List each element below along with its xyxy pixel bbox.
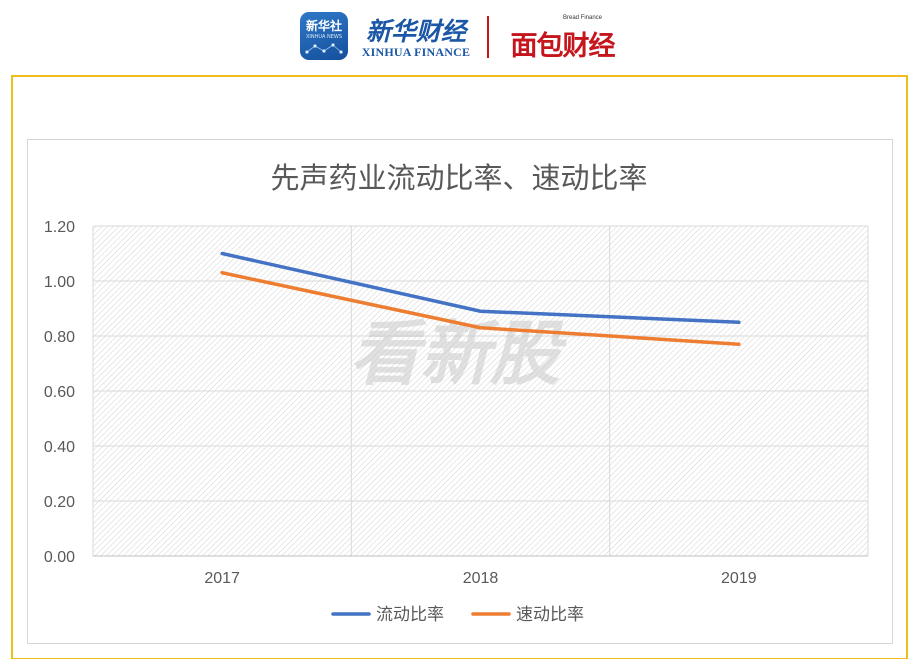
legend-label: 速动比率: [516, 605, 584, 625]
y-tick-label: 0.60: [44, 384, 75, 401]
gridlines: [92, 225, 869, 557]
legend: 流动比率 速动比率: [331, 605, 584, 625]
y-tick-label: 0.40: [44, 439, 75, 456]
network-dots-icon: [305, 43, 343, 54]
x-tick-label: 2017: [204, 570, 240, 587]
bread-finance-en: Bread Finance: [563, 15, 603, 21]
xinhua-app-subtitle: XINHUA NEWS: [305, 34, 343, 40]
y-tick-label: 1.20: [44, 219, 75, 236]
bread-finance-cn: 面包财经: [510, 31, 616, 62]
y-tick-label: 0.00: [44, 549, 75, 566]
x-tick-label: 2018: [463, 570, 499, 587]
xinhua-finance-en: XINHUA FINANCE: [361, 45, 471, 59]
y-tick-label: 0.80: [44, 329, 75, 346]
xinhua-finance-cn: 新华财经: [365, 17, 466, 46]
brand-header: 新华社 XINHUA NEWS 新华财经 XINHUA FINANCE Brea…: [0, 0, 919, 70]
y-axis-ticks: 1.20 1.00 0.80 0.60 0.40 0.20 0.00: [44, 219, 75, 566]
xinhua-news-app-logo: 新华社 XINHUA NEWS: [300, 12, 348, 60]
bread-finance-logo: Bread Finance 面包财经: [505, 12, 620, 62]
chart-title: 先声药业流动比率、速动比率: [270, 161, 647, 195]
logo-divider: [487, 16, 489, 58]
series-line: [220, 271, 741, 346]
legend-label: 流动比率: [376, 605, 444, 625]
xinhua-app-title: 新华社: [305, 19, 342, 33]
x-tick-label: 2019: [721, 570, 757, 587]
y-tick-label: 0.20: [44, 494, 75, 511]
article-figure-frame: [11, 75, 908, 659]
series-lines: [220, 251, 741, 346]
y-tick-label: 1.00: [44, 274, 75, 291]
watermark-text: 看新股: [350, 313, 567, 395]
xinhua-finance-logo: 新华财经 XINHUA FINANCE: [357, 12, 475, 62]
x-axis-ticks: 2017 2018 2019: [204, 570, 756, 587]
series-line: [220, 251, 741, 324]
